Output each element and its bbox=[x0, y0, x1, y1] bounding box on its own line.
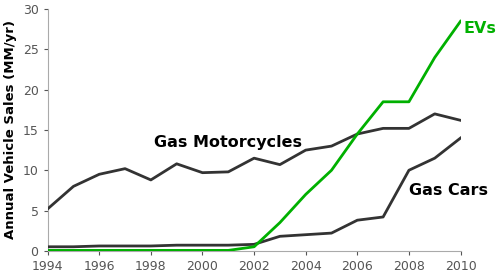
Text: Gas Cars: Gas Cars bbox=[409, 183, 488, 198]
Text: Gas Motorcycles: Gas Motorcycles bbox=[154, 135, 302, 150]
Text: EVs: EVs bbox=[463, 21, 496, 36]
Y-axis label: Annual Vehicle Sales (MM/yr): Annual Vehicle Sales (MM/yr) bbox=[4, 20, 17, 240]
